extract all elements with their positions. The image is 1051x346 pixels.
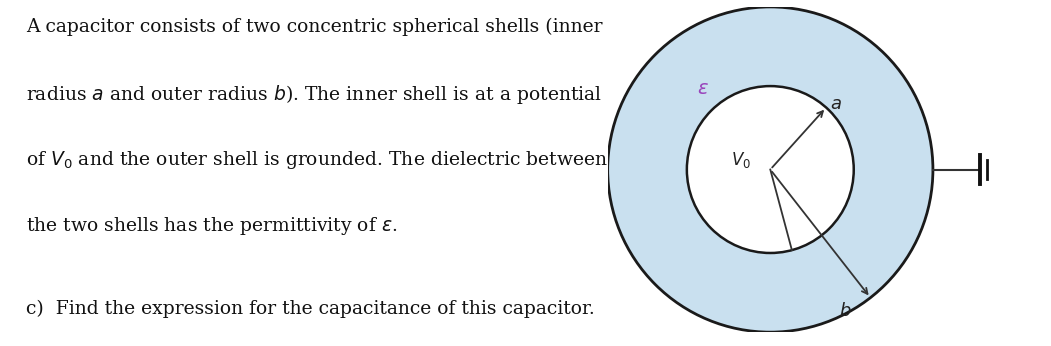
Circle shape <box>607 7 933 332</box>
Text: c)  Find the expression for the capacitance of this capacitor.: c) Find the expression for the capacitan… <box>26 300 595 318</box>
Text: $a$: $a$ <box>830 95 842 113</box>
Text: radius $a$ and outer radius $b$). The inner shell is at a potential: radius $a$ and outer radius $b$). The in… <box>26 83 602 106</box>
Text: $V_0$: $V_0$ <box>731 149 751 170</box>
Text: of $V_0$ and the outer shell is grounded. The dielectric between: of $V_0$ and the outer shell is grounded… <box>26 149 609 171</box>
Text: $b$: $b$ <box>839 302 851 320</box>
Text: $\epsilon$: $\epsilon$ <box>698 79 709 98</box>
Text: the two shells has the permittivity of $\epsilon$.: the two shells has the permittivity of $… <box>26 215 397 237</box>
Text: A capacitor consists of two concentric spherical shells (inner: A capacitor consists of two concentric s… <box>26 17 603 36</box>
Circle shape <box>687 86 853 253</box>
